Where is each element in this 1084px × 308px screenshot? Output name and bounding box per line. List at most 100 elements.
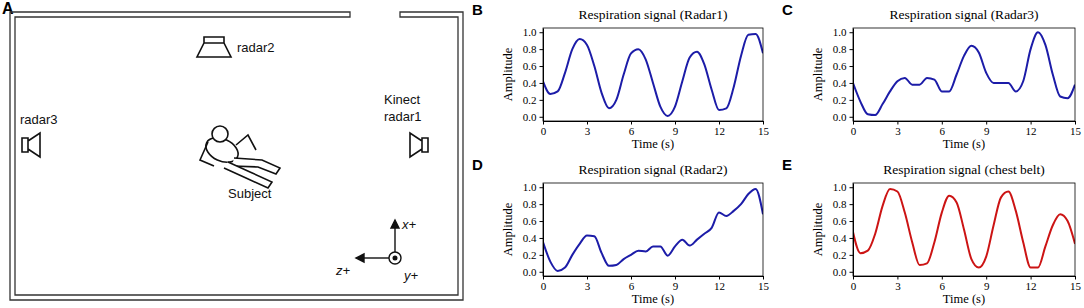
tick: 1.0 bbox=[833, 26, 853, 38]
tick-label: 0 bbox=[541, 125, 547, 137]
tick: 12 bbox=[1026, 276, 1037, 292]
tick-mark bbox=[850, 49, 854, 50]
tick-mark bbox=[540, 83, 544, 84]
chart-panel: 036912150.00.20.40.60.81.0Respiration si… bbox=[782, 156, 1082, 306]
axis-direction-label: x+ bbox=[401, 217, 417, 232]
x-axis-title: Time (s) bbox=[943, 292, 985, 306]
panel-label: E bbox=[782, 156, 792, 173]
y-axis-title: Amplitude bbox=[811, 47, 825, 101]
chart-panel: 036912150.00.20.40.60.81.0Respiration si… bbox=[782, 1, 1082, 151]
plot-frame bbox=[853, 28, 1075, 121]
subject-icon bbox=[200, 126, 280, 188]
tick-mark bbox=[850, 100, 854, 101]
tick-label: 1.0 bbox=[523, 26, 537, 38]
x-axis: 03691215 bbox=[541, 276, 770, 292]
tick: 6 bbox=[629, 121, 635, 137]
tick-label: 9 bbox=[673, 125, 679, 137]
tick-label: 1.0 bbox=[833, 26, 847, 38]
x-axis-title: Time (s) bbox=[632, 137, 674, 151]
device-label: Kinect bbox=[384, 92, 421, 107]
tick-mark bbox=[675, 276, 676, 280]
tick-mark bbox=[850, 32, 854, 33]
tick-label: 9 bbox=[984, 125, 990, 137]
tick-label: 12 bbox=[714, 280, 725, 292]
device-label: radar3 bbox=[20, 112, 58, 127]
plot-frame bbox=[543, 28, 763, 121]
axis-line bbox=[543, 184, 544, 277]
tick-mark bbox=[540, 117, 544, 118]
tick-label: 9 bbox=[984, 280, 990, 292]
tick-label: 6 bbox=[629, 280, 635, 292]
tick: 15 bbox=[1070, 276, 1082, 292]
tick: 9 bbox=[984, 121, 990, 137]
tick-label: 0.4 bbox=[523, 77, 537, 89]
tick-label: 0.6 bbox=[523, 60, 537, 72]
tick-mark bbox=[587, 121, 588, 125]
tick-label: 15 bbox=[758, 280, 770, 292]
tick: 6 bbox=[629, 276, 635, 292]
tick-mark bbox=[850, 204, 854, 205]
chart-title: Respiration signal (chest belt) bbox=[883, 162, 1045, 177]
tick: 12 bbox=[714, 276, 725, 292]
tick-mark bbox=[850, 255, 854, 256]
tick: 0.8 bbox=[833, 43, 853, 55]
y-axis: 0.00.20.40.60.81.0 bbox=[523, 181, 544, 278]
tick-mark bbox=[1031, 121, 1032, 125]
tick-label: 0.4 bbox=[523, 232, 537, 244]
walls bbox=[10, 12, 463, 300]
y-axis: 0.00.20.40.60.81.0 bbox=[523, 26, 544, 123]
tick-mark bbox=[853, 121, 854, 125]
radar-icon bbox=[197, 37, 231, 57]
tick: 0.2 bbox=[523, 94, 543, 106]
tick-label: 0.0 bbox=[833, 266, 847, 278]
tick: 1.0 bbox=[523, 181, 543, 193]
tick-mark bbox=[675, 121, 676, 125]
tick-mark bbox=[540, 66, 544, 67]
chart-panel: 036912150.00.20.40.60.81.0Respiration si… bbox=[472, 156, 770, 306]
tick-mark bbox=[850, 238, 854, 239]
signal-line bbox=[853, 32, 1075, 115]
tick-mark bbox=[719, 121, 720, 125]
tick: 3 bbox=[585, 121, 591, 137]
y-axis-title: Amplitude bbox=[501, 47, 515, 101]
tick-label: 15 bbox=[1070, 125, 1082, 137]
tick-mark bbox=[543, 276, 544, 280]
tick-mark bbox=[540, 255, 544, 256]
tick: 12 bbox=[1026, 121, 1037, 137]
x-axis: 03691215 bbox=[851, 121, 1082, 137]
tick-label: 9 bbox=[673, 280, 679, 292]
panel-label: D bbox=[472, 156, 483, 173]
axis-direction-label: z+ bbox=[335, 263, 351, 278]
tick-label: 12 bbox=[1026, 280, 1037, 292]
plot-area bbox=[853, 189, 1075, 268]
tick-label: 1.0 bbox=[523, 181, 537, 193]
tick-label: 0.0 bbox=[833, 111, 847, 123]
panel-label: A bbox=[2, 0, 14, 17]
plot-frame bbox=[853, 183, 1075, 276]
tick: 12 bbox=[714, 121, 725, 137]
tick-mark bbox=[850, 272, 854, 273]
tick-mark bbox=[1075, 276, 1076, 280]
tick-label: 0.2 bbox=[833, 94, 847, 106]
tick-mark bbox=[1031, 276, 1032, 280]
tick-mark bbox=[850, 66, 854, 67]
tick-mark bbox=[540, 100, 544, 101]
y-axis-title: Amplitude bbox=[501, 202, 515, 256]
tick: 1.0 bbox=[523, 26, 543, 38]
tick-label: 0.8 bbox=[523, 198, 537, 210]
tick-label: 0.6 bbox=[523, 215, 537, 227]
tick-mark bbox=[543, 121, 544, 125]
tick: 3 bbox=[895, 276, 901, 292]
plot-area bbox=[543, 189, 763, 271]
tick-label: 0.4 bbox=[833, 77, 847, 89]
radar-icon bbox=[410, 133, 428, 157]
axis-line bbox=[853, 184, 854, 277]
tick: 0.6 bbox=[833, 215, 853, 227]
tick-label: 6 bbox=[940, 125, 946, 137]
tick: 0.0 bbox=[523, 111, 543, 123]
tick-label: 12 bbox=[1026, 125, 1037, 137]
y-axis: 0.00.20.40.60.81.0 bbox=[833, 181, 854, 278]
tick-mark bbox=[986, 121, 987, 125]
tick: 0 bbox=[851, 276, 857, 292]
tick: 0.0 bbox=[833, 266, 853, 278]
